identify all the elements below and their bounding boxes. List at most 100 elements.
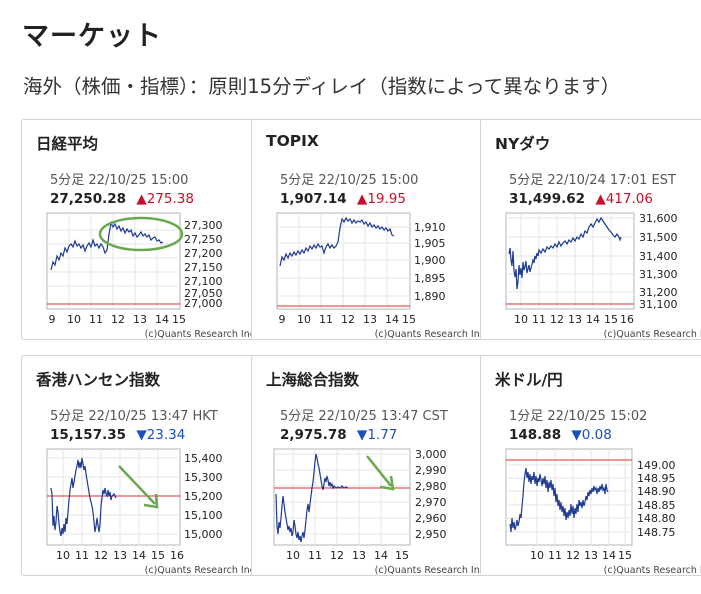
svg-text:27,200: 27,200 [184, 247, 223, 260]
price-row: 2,975.78 ▼1.77 [280, 427, 397, 443]
svg-text:(c)Quants Research Inc.: (c)Quants Research Inc. [604, 565, 701, 576]
price-chart: 1,910 1,905 1,900 1,895 1,890 9 10 11 12… [276, 212, 488, 340]
svg-text:15: 15 [402, 313, 416, 326]
svg-text:27,300: 27,300 [184, 219, 223, 232]
svg-text:(c)Quants Research Inc.: (c)Quants Research Inc. [145, 565, 258, 576]
svg-text:14: 14 [602, 549, 616, 562]
price-chart: 31,600 31,500 31,400 31,300 31,200 31,10… [505, 212, 701, 340]
svg-text:12: 12 [330, 549, 344, 562]
card-timestamp: 1分足 22/10/25 15:02 [509, 409, 648, 424]
svg-text:3,000: 3,000 [415, 448, 447, 461]
svg-text:15,100: 15,100 [184, 509, 223, 522]
card-title: 上海総合指数 [266, 371, 360, 389]
index-change: ▲275.38 [136, 191, 194, 207]
svg-text:15: 15 [151, 549, 165, 562]
svg-text:148.85: 148.85 [637, 499, 676, 512]
index-change: ▲417.06 [595, 191, 653, 207]
svg-text:10: 10 [514, 313, 528, 326]
page-title: マーケット [22, 21, 162, 52]
index-change: ▼1.77 [356, 427, 398, 443]
svg-text:15,300: 15,300 [184, 471, 223, 484]
x-axis-labels: 9 10 11 12 13 14 15 [49, 313, 187, 326]
price-row: 15,157.35 ▼23.34 [50, 427, 185, 443]
svg-text:12: 12 [94, 549, 108, 562]
svg-text:2,960: 2,960 [415, 512, 447, 525]
svg-text:11: 11 [89, 313, 103, 326]
up-arrow-icon: ▲ [136, 191, 147, 207]
index-price: 1,907.14 [280, 191, 347, 207]
svg-text:2,990: 2,990 [415, 464, 447, 477]
market-card-usdjpy[interactable]: 米ドル/円 1分足 22/10/25 15:02 148.88 ▼0.08 14… [480, 355, 701, 576]
svg-text:148.90: 148.90 [637, 485, 676, 498]
svg-text:2,980: 2,980 [415, 480, 447, 493]
svg-text:10: 10 [530, 549, 544, 562]
market-card-shanghai[interactable]: 上海総合指数 5分足 22/10/25 13:47 CST 2,975.78 ▼… [251, 355, 492, 576]
card-timestamp: 5分足 22/10/25 15:00 [50, 173, 189, 188]
card-timestamp: 5分足 22/10/24 17:01 EST [509, 173, 676, 188]
svg-text:31,200: 31,200 [639, 286, 678, 299]
price-chart: 3,000 2,990 2,980 2,970 2,960 2,950 10 1… [273, 448, 488, 576]
price-row: 27,250.28 ▲275.38 [50, 191, 194, 207]
svg-text:15: 15 [604, 313, 618, 326]
svg-text:2,970: 2,970 [415, 496, 447, 509]
svg-text:13: 13 [568, 313, 582, 326]
svg-text:10: 10 [56, 549, 70, 562]
svg-text:148.95: 148.95 [637, 472, 676, 485]
card-timestamp: 5分足 22/10/25 13:47 CST [280, 409, 448, 424]
svg-text:14: 14 [385, 313, 399, 326]
down-arrow-icon: ▼ [571, 427, 582, 443]
index-price: 31,499.62 [509, 191, 586, 207]
svg-text:14: 14 [132, 549, 146, 562]
card-timestamp: 5分足 22/10/25 15:00 [280, 173, 419, 188]
svg-text:1,890: 1,890 [414, 290, 446, 303]
svg-text:27,250: 27,250 [184, 233, 223, 246]
svg-text:(c)Quants Research Inc.: (c)Quants Research Inc. [604, 329, 701, 340]
svg-text:10: 10 [297, 313, 311, 326]
svg-text:15,000: 15,000 [184, 528, 223, 541]
market-card-nydow[interactable]: NYダウ 5分足 22/10/24 17:01 EST 31,499.62 ▲4… [480, 119, 701, 340]
card-title: TOPIX [266, 132, 319, 150]
svg-text:148.80: 148.80 [637, 512, 676, 525]
price-row: 1,907.14 ▲19.95 [280, 191, 406, 207]
svg-text:27,100: 27,100 [184, 275, 223, 288]
market-card-topix[interactable]: TOPIX 5分足 22/10/25 15:00 1,907.14 ▲19.95… [251, 119, 492, 340]
up-arrow-icon: ▲ [356, 191, 368, 207]
svg-text:9: 9 [49, 313, 56, 326]
svg-text:(c)Quants Research Inc.: (c)Quants Research Inc. [375, 329, 488, 340]
annotation-ellipse [98, 216, 184, 252]
svg-text:10: 10 [67, 313, 81, 326]
svg-text:1,910: 1,910 [414, 221, 446, 234]
svg-text:31,500: 31,500 [639, 231, 678, 244]
svg-text:11: 11 [548, 549, 562, 562]
svg-text:12: 12 [341, 313, 355, 326]
price-row: 31,499.62 ▲417.06 [509, 191, 653, 207]
down-arrow-icon: ▼ [136, 427, 147, 443]
card-title: 香港ハンセン指数 [36, 371, 161, 389]
price-row: 148.88 ▼0.08 [509, 427, 612, 443]
svg-text:15,200: 15,200 [184, 490, 223, 503]
grid-lines [47, 213, 180, 309]
market-card-hangseng[interactable]: 香港ハンセン指数 5分足 22/10/25 13:47 HKT 15,157.3… [21, 355, 262, 576]
index-price: 27,250.28 [50, 191, 127, 207]
svg-text:16: 16 [620, 313, 634, 326]
svg-text:11: 11 [532, 313, 546, 326]
annotation-arrow [118, 465, 156, 505]
svg-text:31,100: 31,100 [639, 298, 678, 311]
svg-text:1,895: 1,895 [414, 272, 446, 285]
svg-text:31,300: 31,300 [639, 268, 678, 281]
svg-text:15: 15 [618, 549, 632, 562]
market-card-nikkei[interactable]: 日経平均 5分足 22/10/25 15:00 27,250.28 ▲275.3… [21, 119, 262, 340]
index-change: ▲19.95 [356, 191, 406, 207]
index-change: ▼0.08 [571, 427, 612, 443]
card-title: NYダウ [495, 135, 551, 153]
svg-text:149.00: 149.00 [637, 459, 676, 472]
index-change: ▼23.34 [136, 427, 186, 443]
svg-text:27,150: 27,150 [184, 261, 223, 274]
svg-text:1,900: 1,900 [414, 254, 446, 267]
svg-text:2,950: 2,950 [415, 528, 447, 541]
svg-text:13: 13 [133, 313, 147, 326]
price-chart: 27,300 27,250 27,200 27,150 27,100 27,05… [46, 212, 258, 340]
svg-text:10: 10 [286, 549, 300, 562]
svg-text:12: 12 [111, 313, 125, 326]
card-title: 米ドル/円 [495, 371, 563, 389]
